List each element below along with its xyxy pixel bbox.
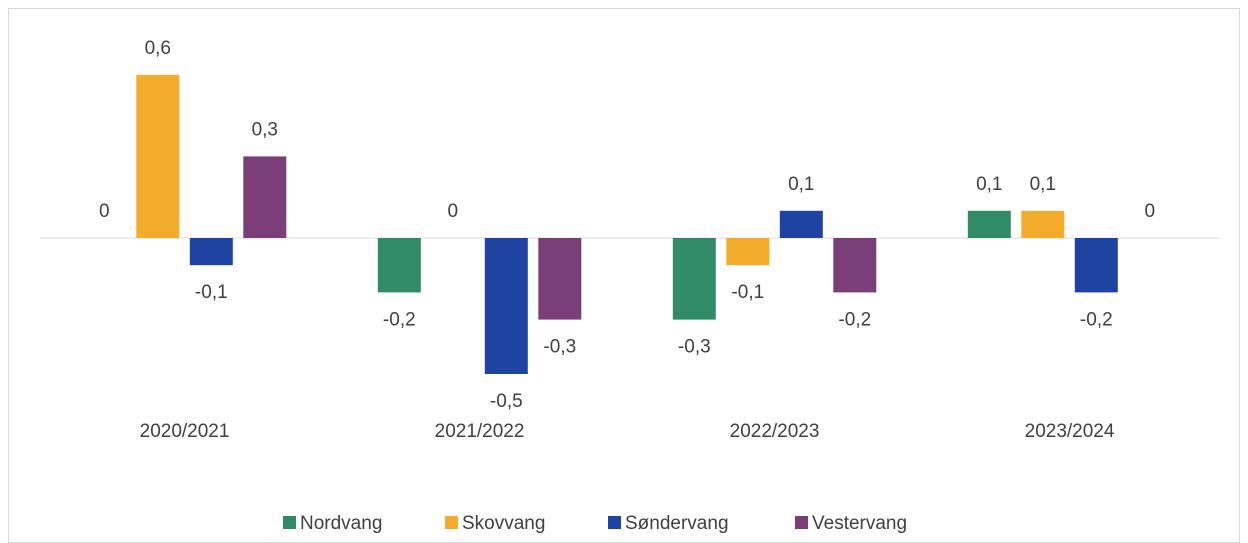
bar: [538, 238, 582, 320]
data-label: 0: [1145, 201, 1156, 222]
bar: [726, 238, 770, 266]
legend-swatch: [283, 516, 296, 529]
chart-border: [8, 8, 1240, 543]
bar: [833, 238, 877, 293]
bar: [243, 156, 287, 238]
data-label: 0,6: [145, 38, 171, 59]
bar: [967, 210, 1011, 238]
data-label: 0,1: [1030, 174, 1056, 195]
legend-swatch: [608, 516, 621, 529]
bar: [484, 238, 528, 374]
x-tick-label: 2020/2021: [140, 421, 230, 442]
bar: [1074, 238, 1118, 293]
data-label: -0,3: [543, 337, 576, 358]
legend-swatch: [445, 516, 458, 529]
data-label: -0,1: [195, 282, 228, 303]
bar: [189, 238, 233, 266]
x-tick-label: 2021/2022: [435, 421, 525, 442]
data-label: -0,2: [838, 309, 871, 330]
data-label: 0,1: [976, 174, 1002, 195]
x-tick-label: 2023/2024: [1025, 421, 1115, 442]
data-label: -0,2: [1080, 309, 1113, 330]
data-label: -0,3: [678, 337, 711, 358]
legend-label: Skovvang: [462, 513, 545, 534]
data-label: -0,5: [490, 391, 523, 412]
legend-label: Vestervang: [812, 513, 907, 534]
legend-label: Nordvang: [300, 513, 382, 534]
data-label: 0: [448, 201, 459, 222]
legend-swatch: [795, 516, 808, 529]
data-label: 0: [99, 201, 110, 222]
legend-label: Søndervang: [625, 513, 729, 534]
bar: [136, 74, 180, 238]
bar: [1021, 210, 1065, 238]
data-label: -0,2: [383, 309, 416, 330]
bar: [779, 210, 823, 238]
data-label: 0,1: [788, 174, 814, 195]
bar: [377, 238, 421, 293]
data-label: 0,3: [252, 119, 278, 140]
bar: [672, 238, 716, 320]
data-label: -0,1: [731, 282, 764, 303]
x-tick-label: 2022/2023: [730, 421, 820, 442]
